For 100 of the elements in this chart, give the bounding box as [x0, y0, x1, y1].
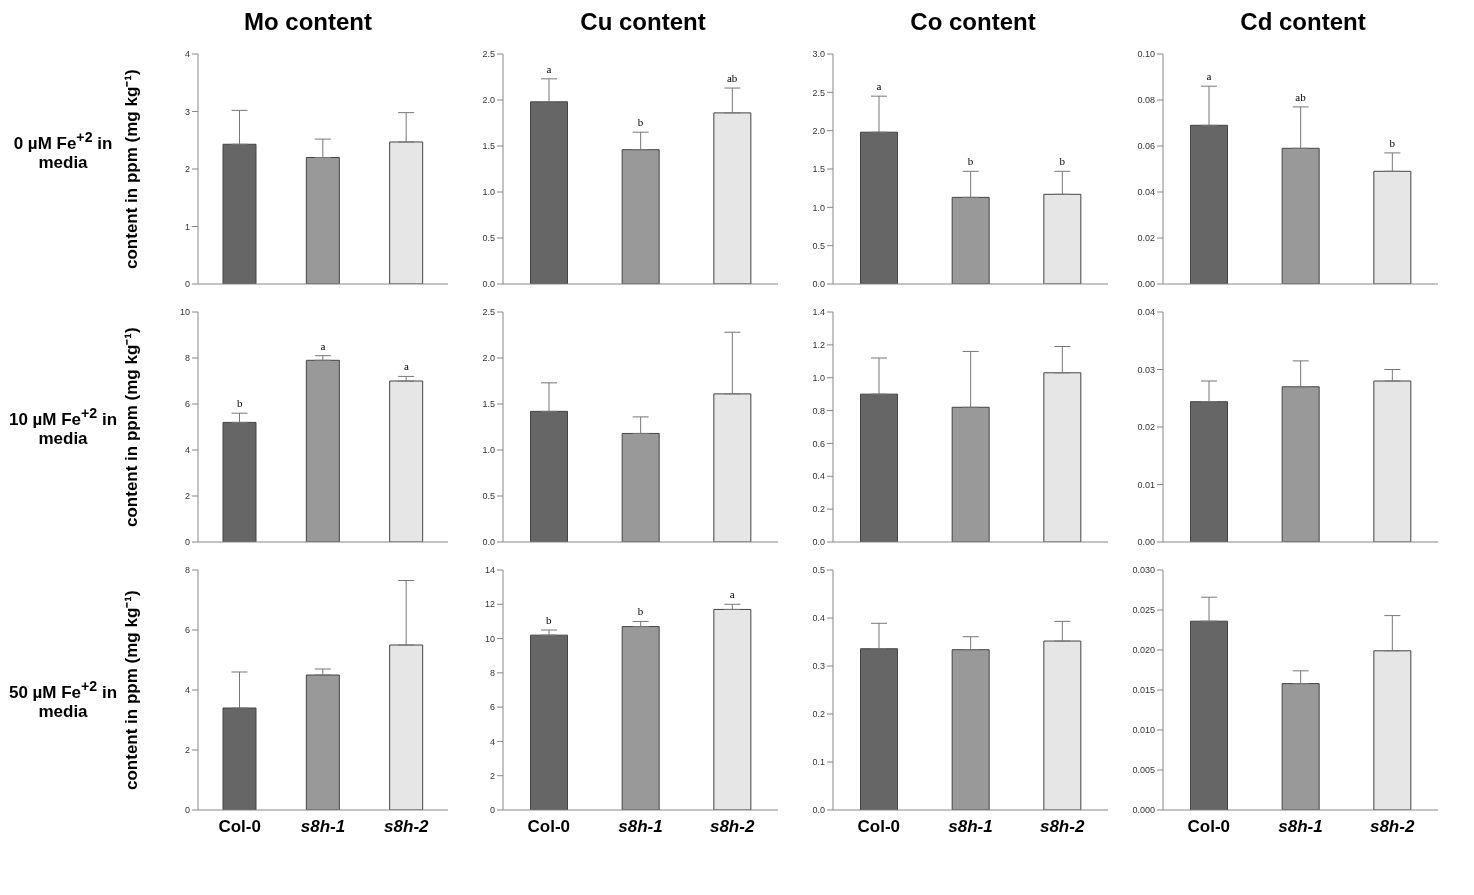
chart-title: Mo content — [243, 8, 373, 37]
y-tick-label: 1.0 — [812, 372, 825, 383]
y-tick-label: 0.4 — [812, 613, 825, 624]
y-tick-label: 10 — [484, 633, 495, 644]
y-tick-label: 2 — [489, 770, 495, 781]
annotation: a — [546, 62, 552, 75]
y-tick-label: 12 — [484, 599, 495, 610]
y-tick-label: 2.0 — [482, 95, 495, 106]
y-tick-label: 8 — [184, 565, 190, 576]
y-tick-label: 4 — [184, 445, 190, 456]
y-tick-label: 6 — [184, 625, 190, 636]
y-tick-label: 0.02 — [1137, 422, 1155, 433]
y-tick-label: 2 — [184, 491, 190, 502]
annotation: b — [637, 605, 644, 618]
y-tick-label: 0.5 — [482, 233, 495, 244]
y-tick-label: 2.0 — [482, 353, 495, 364]
y-tick-label: 6 — [184, 399, 190, 410]
y-tick-label: 0.06 — [1137, 141, 1155, 152]
y-tick-label: 2.5 — [482, 307, 495, 318]
y-tick-label: 0.010 — [1132, 725, 1155, 736]
annotation: b — [1389, 136, 1396, 149]
y-tick-label: 3.0 — [812, 49, 825, 60]
x-tick-label: Col-0 — [527, 817, 571, 836]
y-tick-label: 1.5 — [482, 141, 495, 152]
y-tick-label: 0 — [184, 279, 190, 290]
y-tick-label: 0.4 — [812, 471, 825, 482]
chart-title: Cd content — [1239, 8, 1367, 37]
y-tick-label: 1.0 — [482, 187, 495, 198]
y-tick-label: 0.08 — [1137, 95, 1155, 106]
y-tick-label: 0.04 — [1137, 307, 1155, 318]
annotation: b — [1059, 155, 1066, 168]
annotation: a — [320, 339, 326, 352]
y-tick-label: 0.00 — [1137, 537, 1155, 548]
annotation: a — [729, 588, 735, 601]
y-tick-label: 0.005 — [1132, 765, 1155, 776]
x-tick-label: s8h-2 — [384, 817, 430, 836]
y-tick-label: 0.02 — [1137, 233, 1155, 244]
y-tick-label: 0.0 — [812, 805, 825, 816]
annotation: a — [1206, 70, 1212, 83]
y-tick-label: 3 — [184, 106, 190, 117]
y-tick-label: 0 — [489, 805, 495, 816]
annotation: a — [403, 360, 409, 373]
y-tick-label: 0.1 — [812, 757, 825, 768]
text: 10 µM Fe$^{+2}$ in media — [8, 404, 118, 450]
x-tick-label: s8h-1 — [618, 817, 663, 836]
y-tick-label: 1 — [184, 221, 190, 232]
y-tick-label: 4 — [184, 49, 190, 60]
chart-title: Co content — [909, 8, 1037, 37]
y-tick-label: 0.015 — [1132, 685, 1155, 696]
y-tick-label: 0.030 — [1132, 565, 1155, 576]
y-tick-label: 0.025 — [1132, 605, 1155, 616]
y-axis-title: content in ppm (mg kg⁻¹) — [122, 590, 142, 790]
y-tick-label: 0.00 — [1137, 279, 1155, 290]
y-tick-label: 0.020 — [1132, 645, 1155, 656]
y-tick-label: 0.10 — [1137, 49, 1155, 60]
x-tick-label: s8h-1 — [1278, 817, 1323, 836]
x-tick-label: s8h-1 — [300, 817, 346, 836]
y-tick-label: 0.01 — [1137, 479, 1155, 490]
y-tick-label: 1.2 — [812, 340, 825, 351]
annotation: ab — [1295, 90, 1307, 103]
y-tick-label: 10 — [179, 307, 190, 318]
y-tick-label: 0.0 — [482, 537, 495, 548]
chart-title: Cu content — [579, 8, 707, 37]
y-tick-label: 6 — [489, 702, 495, 713]
y-tick-label: 2 — [184, 745, 190, 756]
y-tick-label: 0.0 — [482, 279, 495, 290]
y-tick-label: 0 — [184, 537, 190, 548]
x-tick-label: s8h-2 — [1039, 817, 1085, 836]
y-tick-label: 1.4 — [812, 307, 825, 318]
y-tick-label: 0.5 — [812, 565, 825, 576]
y-tick-label: 0.2 — [812, 709, 825, 720]
x-tick-label: s8h-1 — [948, 817, 993, 836]
y-tick-label: 2.5 — [812, 87, 825, 98]
x-tick-label: Col-0 — [1187, 817, 1231, 836]
y-tick-label: 0.8 — [812, 405, 825, 416]
y-tick-label: 2.0 — [812, 125, 825, 136]
y-tick-label: 1.5 — [812, 164, 825, 175]
annotation: b — [637, 116, 644, 129]
y-tick-label: 1.5 — [482, 399, 495, 410]
y-axis-title: content in ppm (mg kg⁻¹) — [122, 69, 142, 269]
y-tick-label: 0.3 — [812, 661, 825, 672]
text: 0 µM Fe$^{+2}$ in media — [12, 128, 114, 174]
x-tick-label: Col-0 — [218, 817, 261, 836]
y-tick-label: 2 — [184, 164, 190, 175]
y-tick-label: 0.03 — [1137, 364, 1155, 375]
y-tick-label: 4 — [184, 685, 190, 696]
y-tick-label: 0.04 — [1137, 187, 1155, 198]
y-tick-label: 0.000 — [1132, 805, 1155, 816]
x-tick-label: s8h-2 — [1369, 817, 1415, 836]
y-tick-label: 0.6 — [812, 438, 825, 449]
y-tick-label: 8 — [184, 353, 190, 364]
y-tick-label: 0.2 — [812, 504, 825, 515]
y-tick-label: 0.0 — [812, 537, 825, 548]
y-tick-label: 1.0 — [482, 445, 495, 456]
y-tick-label: 0 — [184, 805, 190, 816]
annotation: b — [546, 614, 553, 626]
y-tick-label: 1.0 — [812, 202, 825, 213]
x-tick-label: Col-0 — [857, 817, 901, 836]
text: 50 µM Fe$^{+2}$ in media — [8, 677, 118, 723]
annotation: b — [236, 397, 243, 410]
